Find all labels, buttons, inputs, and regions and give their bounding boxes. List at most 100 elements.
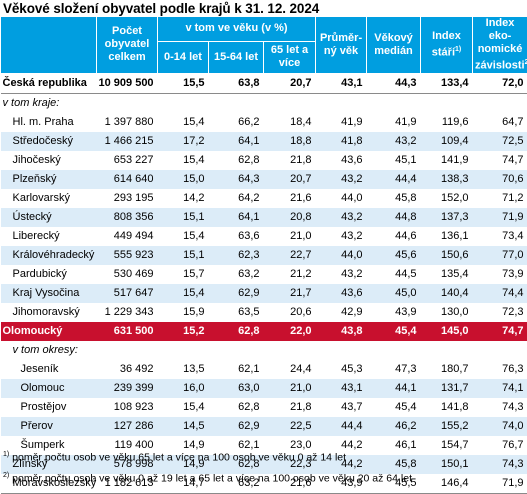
header-blank — [1, 17, 97, 74]
cell-avg: 42,9 — [316, 303, 367, 322]
header-age-groups: v tom ve věku (v %) — [158, 17, 316, 42]
cell-a: 15,4 — [158, 227, 209, 246]
cell-med: 44,1 — [367, 379, 421, 398]
cell-med: 45,8 — [367, 189, 421, 208]
cell-avg: 43,1 — [316, 379, 367, 398]
cell-idx: 155,2 — [421, 417, 473, 436]
cell-a: 13,5 — [158, 360, 209, 379]
cell-dep: 72,0 — [473, 73, 527, 93]
cell-dep: 74,3 — [473, 455, 527, 474]
cell-a: 14,2 — [158, 189, 209, 208]
cell-dep: 74,7 — [473, 151, 527, 170]
cell-med: 44,3 — [367, 73, 421, 93]
cell-pop: 653 227 — [97, 151, 158, 170]
cell-c: 18,4 — [264, 113, 316, 132]
cell-dep: 74,0 — [473, 417, 527, 436]
cell-pop: 293 195 — [97, 189, 158, 208]
cell-c: 21,2 — [264, 265, 316, 284]
cell-b: 62,9 — [209, 284, 264, 303]
cell-idx: 146,4 — [421, 474, 473, 494]
cell-idx: 150,1 — [421, 455, 473, 474]
cell-avg: 43,1 — [316, 73, 367, 93]
cell-a: 15,0 — [158, 170, 209, 189]
cell-b: 62,1 — [209, 360, 264, 379]
row-label: Olomouc — [1, 379, 97, 398]
cell-dep: 71,9 — [473, 208, 527, 227]
age-structure-table: Počet obyvatel celkem v tom ve věku (v %… — [0, 16, 527, 494]
cell-c: 21,0 — [264, 227, 316, 246]
cell-pop: 555 923 — [97, 246, 158, 265]
cell-pop: 517 647 — [97, 284, 158, 303]
cell-pop: 449 494 — [97, 227, 158, 246]
cell-avg: 44,0 — [316, 189, 367, 208]
cell-a: 15,9 — [158, 303, 209, 322]
cell-idx: 119,6 — [421, 113, 473, 132]
cell-c: 20,6 — [264, 303, 316, 322]
cell-dep: 77,0 — [473, 246, 527, 265]
cell-idx: 150,6 — [421, 246, 473, 265]
cell-med: 45,0 — [367, 284, 421, 303]
footnotes: 1) poměr počtu osob ve věku 65 let a víc… — [3, 446, 412, 487]
cell-avg: 43,2 — [316, 265, 367, 284]
cell-med: 43,9 — [367, 303, 421, 322]
cell-a: 15,1 — [158, 208, 209, 227]
cell-pop: 808 356 — [97, 208, 158, 227]
cell-pop: 239 399 — [97, 379, 158, 398]
row-label: Plzeňský — [1, 170, 97, 189]
cell-b: 63,2 — [209, 265, 264, 284]
cell-a: 17,2 — [158, 132, 209, 151]
cell-avg: 41,8 — [316, 132, 367, 151]
row-label: Kraj Vysočina — [1, 284, 97, 303]
cell-idx: 180,7 — [421, 360, 473, 379]
cell-med: 45,4 — [367, 398, 421, 417]
cell-c: 21,6 — [264, 189, 316, 208]
cell-a: 16,0 — [158, 379, 209, 398]
cell-avg: 43,2 — [316, 227, 367, 246]
cell-pop: 614 640 — [97, 170, 158, 189]
cell-idx: 145,0 — [421, 322, 473, 341]
cell-pop: 1 466 215 — [97, 132, 158, 151]
section-label-row: v tom kraje: — [1, 93, 527, 113]
cell-b: 64,1 — [209, 132, 264, 151]
cell-pop: 108 923 — [97, 398, 158, 417]
cell-b: 64,2 — [209, 189, 264, 208]
cell-pop: 1 229 343 — [97, 303, 158, 322]
cell-pop: 10 909 500 — [97, 73, 158, 93]
footnote-1: 1) poměr počtu osob ve věku 65 let a víc… — [3, 446, 412, 467]
cell-med: 44,4 — [367, 170, 421, 189]
cell-pop: 127 286 — [97, 417, 158, 436]
cell-c: 20,7 — [264, 170, 316, 189]
cell-dep: 72,3 — [473, 303, 527, 322]
header-population: Počet obyvatel celkem — [97, 17, 158, 74]
cell-a: 15,5 — [158, 73, 209, 93]
section-label: v tom kraje: — [1, 93, 527, 113]
cell-dep: 73,9 — [473, 265, 527, 284]
cell-c: 21,7 — [264, 284, 316, 303]
cell-idx: 137,3 — [421, 208, 473, 227]
cell-idx: 141,8 — [421, 398, 473, 417]
cell-pop: 530 469 — [97, 265, 158, 284]
cell-idx: 138,3 — [421, 170, 473, 189]
cell-dep: 70,6 — [473, 170, 527, 189]
cell-c: 20,8 — [264, 208, 316, 227]
cell-dep: 73,4 — [473, 227, 527, 246]
row-label: Královéhradecký — [1, 246, 97, 265]
cell-a: 15,1 — [158, 246, 209, 265]
cell-pop: 1 397 880 — [97, 113, 158, 132]
row-label: Středočeský — [1, 132, 97, 151]
cell-a: 15,2 — [158, 322, 209, 341]
cell-med: 44,6 — [367, 227, 421, 246]
cell-b: 62,8 — [209, 322, 264, 341]
cell-a: 15,4 — [158, 151, 209, 170]
cell-dep: 74,7 — [473, 322, 527, 341]
cell-idx: 109,4 — [421, 132, 473, 151]
